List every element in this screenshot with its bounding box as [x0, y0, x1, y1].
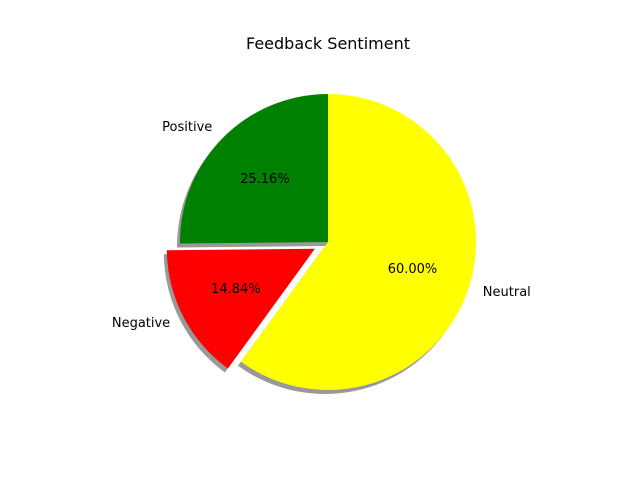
chart-title: Feedback Sentiment: [246, 34, 410, 53]
pie-slices: [166, 94, 477, 390]
slice-label-positive: Positive: [162, 120, 212, 135]
slice-label-neutral: Neutral: [483, 285, 531, 300]
slice-label-negative: Negative: [112, 316, 170, 331]
slice-neutral: [241, 94, 477, 390]
slice-positive: [180, 94, 328, 244]
slice-negative: [166, 248, 315, 369]
pct-label-negative: 14.84%: [211, 282, 261, 297]
pct-label-positive: 25.16%: [240, 172, 290, 187]
pie-labels: 25.16% Positive 14.84% Negative 60.00% Neutra…: [112, 120, 531, 331]
pct-label-neutral: 60.00%: [388, 262, 438, 277]
